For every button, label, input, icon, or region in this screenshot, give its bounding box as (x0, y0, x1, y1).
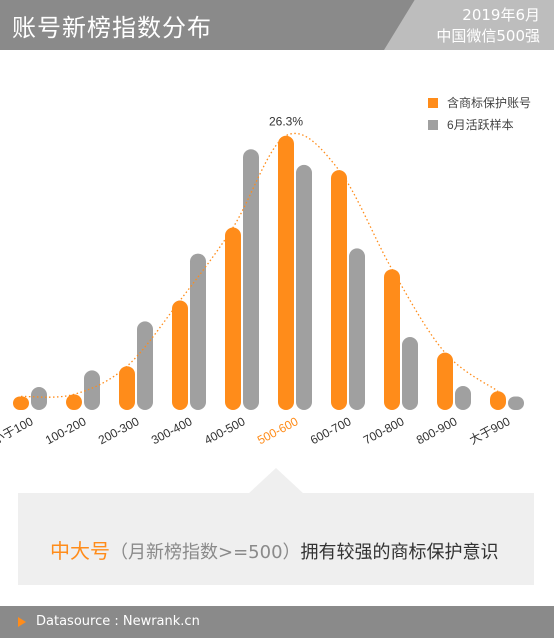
chart-legend: 含商标保护账号 6月活跃样本 (428, 95, 531, 132)
chart-bars (13, 135, 524, 410)
bar-trademark-8 (437, 352, 453, 410)
bar-trademark-4 (225, 227, 241, 410)
x-tick-label: 700-800 (361, 414, 407, 447)
bar-active-2 (137, 321, 153, 410)
chart-x-labels: 小于100 100-200 200-300 300-400 400-500 500-600… (0, 414, 513, 447)
callout-statement: 拥有较强的商标保护意识 (300, 542, 499, 563)
footer-arrow-icon (18, 617, 26, 627)
legend-swatch (428, 98, 438, 108)
bar-active-7 (402, 337, 418, 410)
header-bar: 账号新榜指数分布 2019年6月 中国微信500强 (0, 0, 554, 50)
bar-active-9 (508, 396, 524, 410)
bar-trademark-3 (172, 300, 188, 410)
bar-active-1 (84, 370, 100, 410)
chart-annotations: 26.3% (269, 115, 303, 129)
header-date: 2019年6月 (462, 6, 540, 24)
legend-label: 含商标保护账号 (447, 95, 531, 110)
footer-bar: Datasource : Newrank.cn (0, 606, 554, 638)
distribution-chart: 小于100 100-200 200-300 300-400 400-500 500-600… (0, 95, 531, 447)
bar-trademark-5 (278, 135, 294, 410)
callout-pointer (248, 468, 304, 494)
x-tick-label: 200-300 (96, 414, 142, 447)
bar-active-3 (190, 253, 206, 410)
bar-trademark-9 (490, 391, 506, 410)
x-tick-label: 500-600 (255, 414, 301, 447)
bar-trademark-2 (119, 366, 135, 410)
bar-active-8 (455, 386, 471, 410)
legend-swatch (428, 120, 438, 130)
x-tick-label: 100-200 (43, 414, 89, 447)
x-tick-label: 小于100 (0, 414, 36, 447)
x-tick-label: 400-500 (202, 414, 248, 447)
callout-box: 中大号（月新榜指数>=500）拥有较强的商标保护意识 (18, 493, 534, 585)
callout-text: 中大号（月新榜指数>=500）拥有较强的商标保护意识 (50, 535, 499, 564)
bar-trademark-6 (331, 170, 347, 410)
callout-note: （月新榜指数>=500） (110, 542, 301, 563)
bar-trademark-7 (384, 269, 400, 410)
header-date-panel: 2019年6月 中国微信500强 (384, 0, 554, 50)
x-tick-label: 300-400 (149, 414, 195, 447)
header-subtitle: 中国微信500强 (436, 27, 540, 45)
page-title: 账号新榜指数分布 (12, 14, 212, 42)
x-tick-label: 600-700 (308, 414, 354, 447)
data-label-peak: 26.3% (269, 115, 303, 129)
x-tick-label: 大于900 (467, 414, 513, 447)
callout-highlight: 中大号 (50, 539, 110, 563)
bar-active-6 (349, 248, 365, 410)
x-tick-label: 800-900 (414, 414, 460, 447)
footer-source: Datasource : Newrank.cn (36, 614, 200, 629)
bar-active-5 (296, 164, 312, 410)
bar-active-4 (243, 149, 259, 410)
legend-label: 6月活跃样本 (447, 117, 514, 132)
chart-trend-line (20, 133, 499, 398)
bar-trademark-1 (66, 394, 82, 410)
trend-curve (20, 133, 499, 398)
bar-active-0 (31, 387, 47, 410)
bar-trademark-0 (13, 396, 29, 410)
